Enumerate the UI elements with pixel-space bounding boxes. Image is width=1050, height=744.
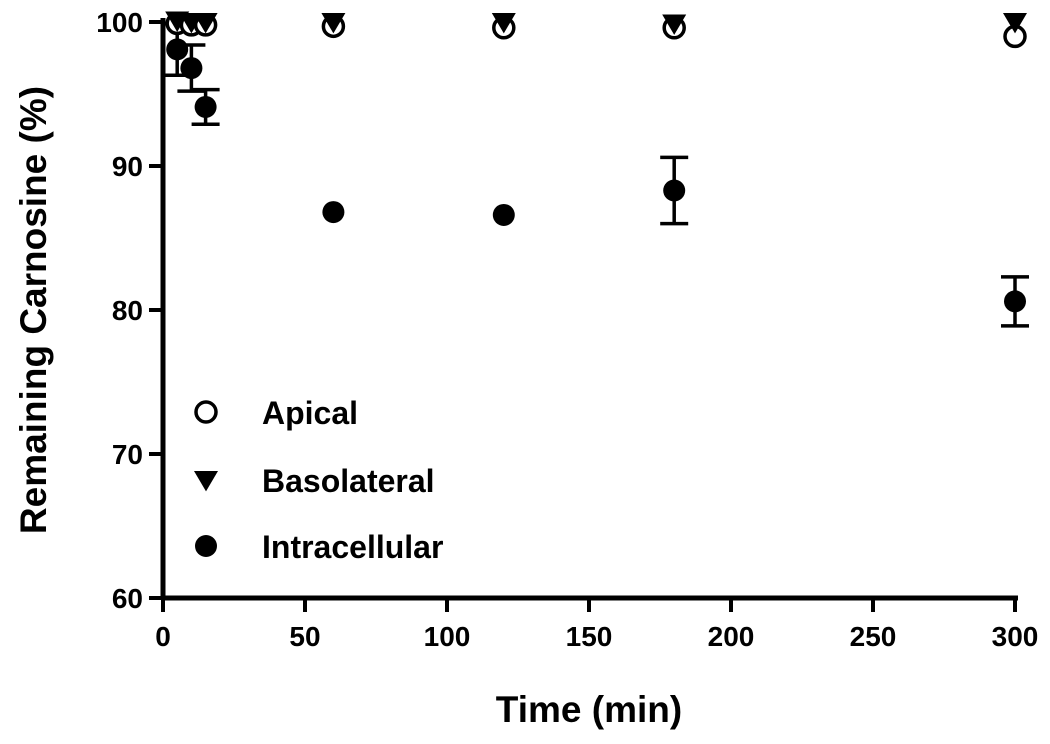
legend-marker-apical [194, 400, 218, 424]
error-bars [163, 21, 1029, 328]
x-tick-label: 300 [992, 621, 1039, 652]
legend-marker-intracellular [195, 535, 217, 557]
y-tick-label: 80 [112, 295, 143, 326]
legend: Apical Basolateral Intracellular [194, 395, 443, 565]
x-axis-label: Time (min) [496, 689, 682, 730]
y-axis-label: Remaining Carnosine (%) [13, 86, 54, 534]
legend-item-intracellular: Intracellular [195, 529, 443, 565]
intracellular-point [492, 203, 515, 226]
basolateral-point [662, 14, 687, 35]
legend-label-intracellular: Intracellular [262, 529, 443, 565]
intracellular-point [194, 95, 217, 118]
y-axis-ticks: 60 70 80 90 100 [96, 7, 163, 614]
x-tick-label: 0 [155, 621, 171, 652]
basolateral-point [1003, 13, 1027, 34]
axes [160, 18, 1018, 601]
y-tick-label: 70 [112, 439, 143, 470]
x-tick-label: 100 [424, 621, 471, 652]
x-tick-label: 250 [850, 621, 897, 652]
legend-item-apical: Apical [194, 395, 358, 431]
legend-label-basolateral: Basolateral [262, 463, 435, 499]
x-tick-label: 200 [708, 621, 755, 652]
x-tick-label: 50 [289, 621, 320, 652]
intracellular-point [322, 201, 345, 224]
intracellular-point [166, 38, 189, 61]
y-tick-label: 100 [96, 7, 143, 38]
legend-label-apical: Apical [262, 395, 358, 431]
intracellular-point [663, 179, 686, 202]
x-tick-label: 150 [566, 621, 613, 652]
intracellular-point [1004, 290, 1026, 313]
legend-item-basolateral: Basolateral [194, 463, 435, 499]
intracellular-point [180, 57, 203, 80]
basolateral-point [321, 13, 346, 34]
basolateral-point [193, 13, 218, 34]
legend-marker-basolateral [194, 471, 218, 492]
y-tick-label: 90 [112, 151, 143, 182]
x-axis-ticks: 0 50 100 150 200 250 300 [155, 598, 1038, 652]
basolateral-point [491, 13, 516, 34]
data-markers [165, 11, 1027, 313]
y-tick-label: 60 [112, 583, 143, 614]
